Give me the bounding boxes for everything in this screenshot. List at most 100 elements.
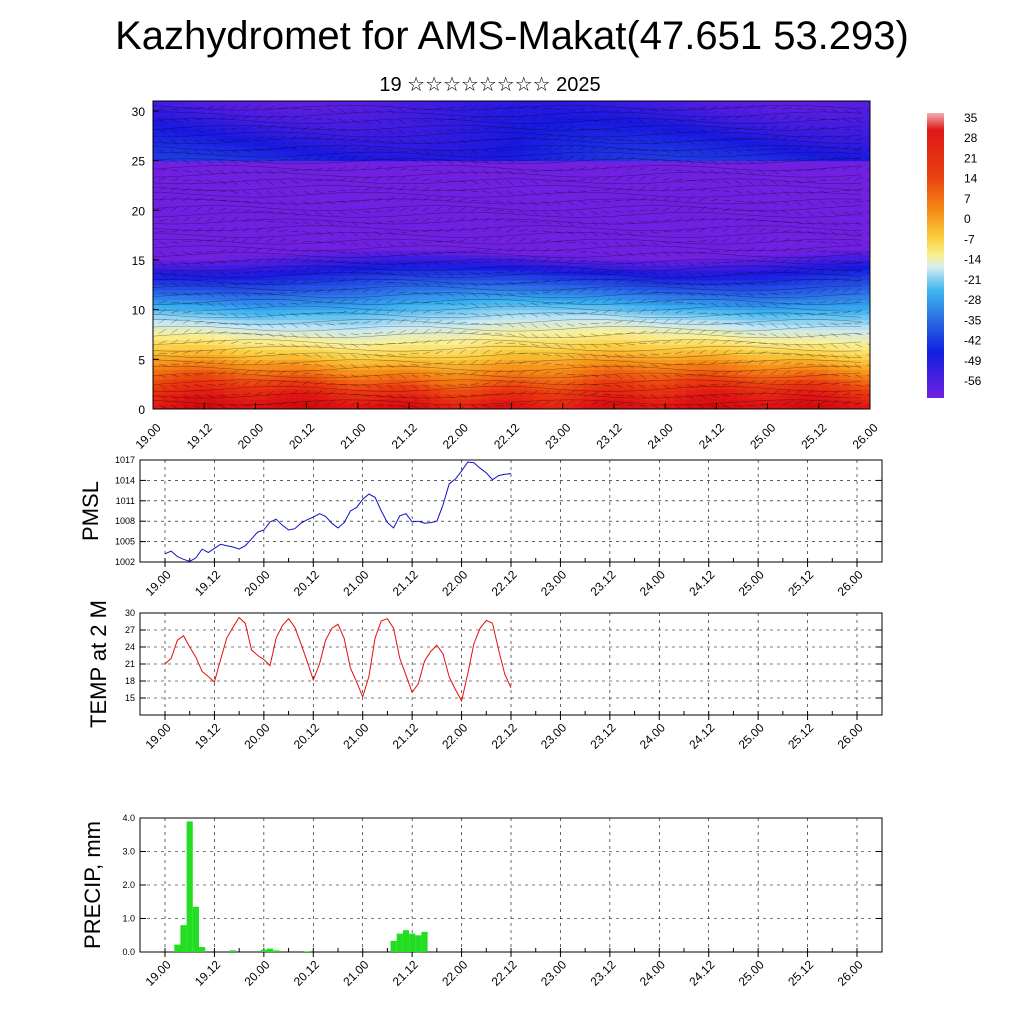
heatmap-cell xyxy=(275,155,287,162)
heatmap-cell xyxy=(613,259,625,266)
heatmap-cell xyxy=(480,314,492,321)
heatmap-cell xyxy=(788,185,799,192)
heatmap-cell xyxy=(736,294,748,301)
heatmap-cell xyxy=(716,215,728,221)
heatmap-cell xyxy=(439,309,451,316)
heatmap-cell xyxy=(480,250,492,256)
heatmap-cell xyxy=(665,160,676,167)
heatmap-cell xyxy=(818,105,830,112)
heatmap-cell xyxy=(767,205,779,211)
heatmap-cell xyxy=(439,369,451,375)
heatmap-cell xyxy=(224,279,236,286)
heatmap-cell xyxy=(255,264,267,271)
heatmap-cell xyxy=(347,210,359,216)
heatmap-cell xyxy=(757,185,769,192)
heatmap-cell xyxy=(726,175,738,182)
heatmap-cell xyxy=(419,155,431,162)
heatmap-cell xyxy=(726,369,738,375)
heatmap-cell xyxy=(286,170,297,177)
wind-barb xyxy=(218,149,227,154)
heatmap-cell xyxy=(716,354,728,360)
heatmap-cell xyxy=(255,125,267,132)
wind-barb xyxy=(338,200,347,203)
heatmap-cell xyxy=(603,110,615,117)
heatmap-cell xyxy=(542,245,554,251)
heatmap-cell xyxy=(470,105,482,112)
heatmap-cell xyxy=(716,105,728,112)
wind-barb xyxy=(230,217,239,222)
heatmap-cell xyxy=(798,299,810,306)
heatmap-cell xyxy=(542,240,554,246)
heatmap-cell xyxy=(603,240,615,246)
heatmap-cell xyxy=(695,250,707,256)
heatmap-cell xyxy=(398,200,410,206)
heatmap-cell xyxy=(439,110,451,117)
wind-barb xyxy=(218,282,227,287)
heatmap-cell xyxy=(193,404,205,409)
heatmap-cell xyxy=(163,215,175,221)
heatmap-cell xyxy=(644,120,656,127)
heatmap-cell xyxy=(818,379,830,385)
heatmap-cell xyxy=(409,110,420,117)
heatmap-cell xyxy=(552,150,564,157)
heatmap-cell xyxy=(521,130,533,137)
heatmap-cell xyxy=(767,120,779,127)
heatmap-cell xyxy=(398,140,410,147)
heatmap-cell xyxy=(777,394,789,400)
heatmap-cell xyxy=(839,140,851,147)
heatmap-cell xyxy=(767,299,779,306)
heatmap-cell xyxy=(388,150,400,157)
heatmap-cell xyxy=(224,215,236,221)
heatmap-cell xyxy=(706,220,717,226)
heatmap-cell xyxy=(757,399,769,405)
heatmap-cell xyxy=(388,200,400,206)
heatmap-cell xyxy=(204,195,216,201)
heatmap-cell xyxy=(777,170,789,177)
wind-barb xyxy=(254,190,262,196)
heatmap-cell xyxy=(665,135,676,142)
heatmap-cell xyxy=(562,210,574,216)
heatmap-cell xyxy=(429,304,441,311)
heatmap-cell xyxy=(695,389,707,395)
heatmap-cell xyxy=(398,235,410,241)
heatmap-cell xyxy=(562,160,574,167)
heatmap-cell xyxy=(829,274,840,281)
heatmap-cell xyxy=(859,200,870,206)
heatmap-cell xyxy=(695,105,707,112)
heatmap-cell xyxy=(593,175,605,182)
heatmap-cell xyxy=(634,344,646,350)
heatmap-cell xyxy=(572,245,584,251)
heatmap-cell xyxy=(214,145,226,152)
heatmap-cell xyxy=(716,120,728,127)
heatmap-cell xyxy=(234,389,246,395)
heatmap-cell xyxy=(450,110,461,117)
heatmap-cell xyxy=(357,364,369,370)
heatmap-cell xyxy=(552,309,564,316)
heatmap-cell xyxy=(439,389,451,395)
heatmap-cell xyxy=(798,155,810,162)
heatmap-cell xyxy=(163,259,175,266)
heatmap-cell xyxy=(378,180,390,187)
heatmap-cell xyxy=(470,155,482,162)
heatmap-cell xyxy=(296,175,308,182)
heatmap-cell xyxy=(368,125,379,132)
heatmap-cell xyxy=(193,150,205,157)
heatmap-cell xyxy=(429,374,441,380)
heatmap-cell xyxy=(747,329,758,336)
heatmap-cell xyxy=(204,389,216,395)
heatmap-cell xyxy=(286,105,297,112)
wind-barb xyxy=(182,394,190,400)
wind-barb xyxy=(386,186,394,192)
wind-barb xyxy=(386,139,395,144)
heatmap-cell xyxy=(542,399,554,405)
wind-barb xyxy=(206,198,215,202)
heatmap-cell xyxy=(337,324,349,331)
heatmap-cell xyxy=(583,105,595,112)
heatmap-cell xyxy=(839,115,851,122)
heatmap-cell xyxy=(521,180,533,187)
wind-barb xyxy=(266,159,276,162)
heatmap-cell xyxy=(429,145,441,152)
heatmap-cell xyxy=(224,205,236,211)
wind-barb xyxy=(326,221,334,227)
heatmap-cell xyxy=(265,274,277,281)
